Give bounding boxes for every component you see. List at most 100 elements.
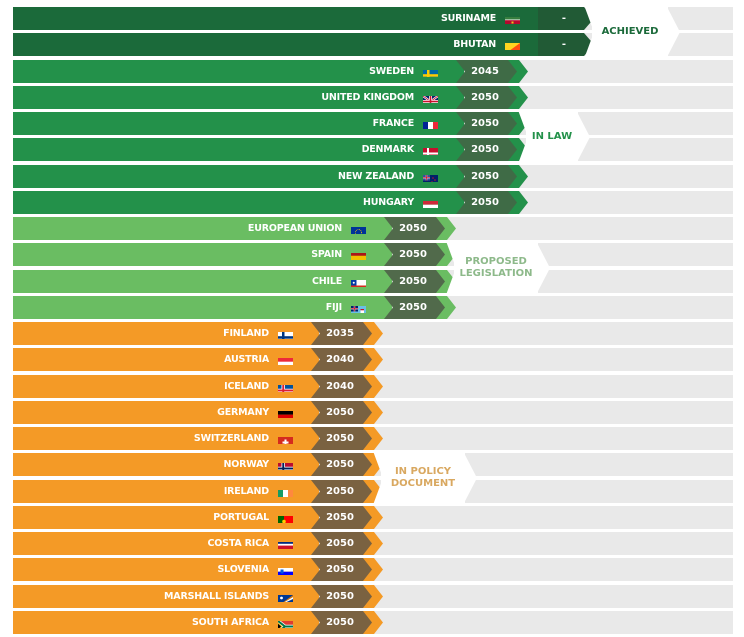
- country-label: SLOVENIA: [217, 564, 270, 575]
- chevron-tip: [363, 558, 383, 581]
- year-label: 2050: [471, 118, 499, 129]
- year-box: [311, 480, 372, 503]
- chevron-tip: [363, 532, 383, 555]
- status-bar: [13, 506, 319, 529]
- year-chevron: [311, 348, 383, 371]
- year-label: 2050: [471, 144, 499, 155]
- status-bar: [13, 86, 464, 109]
- country-label: SURINAME: [440, 13, 496, 24]
- table-row: 2045 SWEDEN: [13, 60, 733, 83]
- country-label: UNITED KINGDOM: [321, 92, 414, 103]
- year-label: 2040: [326, 381, 354, 392]
- status-bar: [13, 558, 319, 581]
- status-label: ACHIEVED: [592, 5, 668, 59]
- switzerland-flag-icon: [278, 433, 293, 444]
- status-label-line: LEGISLATION: [459, 268, 533, 279]
- year-chevron: [384, 296, 456, 319]
- status-bar: [13, 112, 464, 135]
- year-label: 2050: [399, 249, 427, 260]
- chevron-tip: [436, 217, 456, 240]
- country-label: HUNGARY: [362, 197, 414, 208]
- country-label: IRELAND: [223, 486, 269, 497]
- table-row: 2050 SOUTH AFRICA: [13, 611, 733, 634]
- ireland-flag-icon: [278, 486, 293, 497]
- year-label: 2050: [399, 302, 427, 313]
- year-label: 2050: [471, 197, 499, 208]
- status-bar: [13, 191, 464, 214]
- status-label-line: ACHIEVED: [601, 26, 659, 37]
- status-label-text: PROPOSED LEGISLATION: [459, 256, 532, 280]
- status-bar: [13, 296, 392, 319]
- year-label: 2050: [326, 538, 354, 549]
- fiji-flag-icon: [351, 302, 366, 313]
- year-label: 2050: [326, 486, 354, 497]
- uk-flag-icon: [423, 92, 438, 103]
- year-box: [311, 558, 372, 581]
- new-zealand-flag-icon: [423, 171, 438, 182]
- country-label: SWITZERLAND: [193, 433, 269, 444]
- year-box: [311, 506, 372, 529]
- year-label: 2050: [399, 276, 427, 287]
- country-label: SWEDEN: [369, 66, 414, 77]
- table-row: 2050 SLOVENIA: [13, 558, 733, 581]
- year-label: 2050: [326, 617, 354, 628]
- marshall-islands-flag-icon: [278, 591, 293, 602]
- table-row: 2050 IRELAND: [13, 480, 733, 503]
- table-row: - SURINAME: [13, 7, 733, 30]
- year-label: -: [561, 39, 567, 50]
- year-box: [311, 532, 372, 555]
- year-label: 2050: [471, 92, 499, 103]
- status-bar: [13, 532, 319, 555]
- country-label: NEW ZEALAND: [338, 171, 414, 182]
- status-label-line: IN LAW: [531, 131, 573, 142]
- table-row: 2050 PORTUGAL: [13, 506, 733, 529]
- year-box: [384, 243, 445, 266]
- status-bar: [13, 7, 546, 30]
- year-chevron: [456, 86, 528, 109]
- year-label: 2050: [326, 512, 354, 523]
- chevron-tip: [363, 375, 383, 398]
- status-bar: [13, 375, 319, 398]
- country-label: SPAIN: [311, 249, 342, 260]
- year-box: [456, 138, 517, 161]
- table-row: - BHUTAN: [13, 33, 733, 56]
- year-chevron: [456, 60, 528, 83]
- year-box: [311, 375, 372, 398]
- year-chevron: [311, 611, 383, 634]
- country-label: SOUTH AFRICA: [192, 617, 269, 628]
- status-label: IN LAW: [526, 110, 578, 164]
- chevron-tip: [508, 60, 528, 83]
- year-chevron: [311, 532, 383, 555]
- denmark-flag-icon: [423, 144, 438, 155]
- table-row: 2050 CHILE: [13, 270, 733, 293]
- status-label-text: ACHIEVED: [602, 26, 659, 38]
- status-label-line: DOCUMENT: [390, 478, 456, 489]
- chevron-tip: [436, 296, 456, 319]
- iceland-flag-icon: [278, 381, 293, 392]
- year-label: 2050: [326, 433, 354, 444]
- status-bar: [13, 611, 319, 634]
- table-row: 2050 HUNGARY: [13, 191, 733, 214]
- table-row: 2050 FIJI: [13, 296, 733, 319]
- year-chevron: [538, 7, 594, 30]
- status-bar: [13, 427, 319, 450]
- status-label-text: IN LAW: [532, 131, 572, 143]
- year-chevron: [311, 401, 383, 424]
- costa-rica-flag-icon: [278, 538, 293, 549]
- year-chevron: [456, 191, 528, 214]
- status-bar: [13, 243, 392, 266]
- table-row: 2050 FRANCE: [13, 112, 733, 135]
- chevron-tip: [508, 191, 528, 214]
- bhutan-flag-icon: [505, 39, 520, 50]
- status-bar: [13, 401, 319, 424]
- year-box: [384, 270, 445, 293]
- status-label: PROPOSED LEGISLATION: [454, 241, 538, 295]
- chevron-tip: [508, 165, 528, 188]
- country-label: FRANCE: [372, 118, 415, 129]
- year-label: -: [561, 13, 567, 24]
- year-chevron: [311, 427, 383, 450]
- norway-flag-icon: [278, 459, 293, 470]
- status-bar: [13, 165, 464, 188]
- sweden-flag-icon: [423, 66, 438, 77]
- year-box: [311, 401, 372, 424]
